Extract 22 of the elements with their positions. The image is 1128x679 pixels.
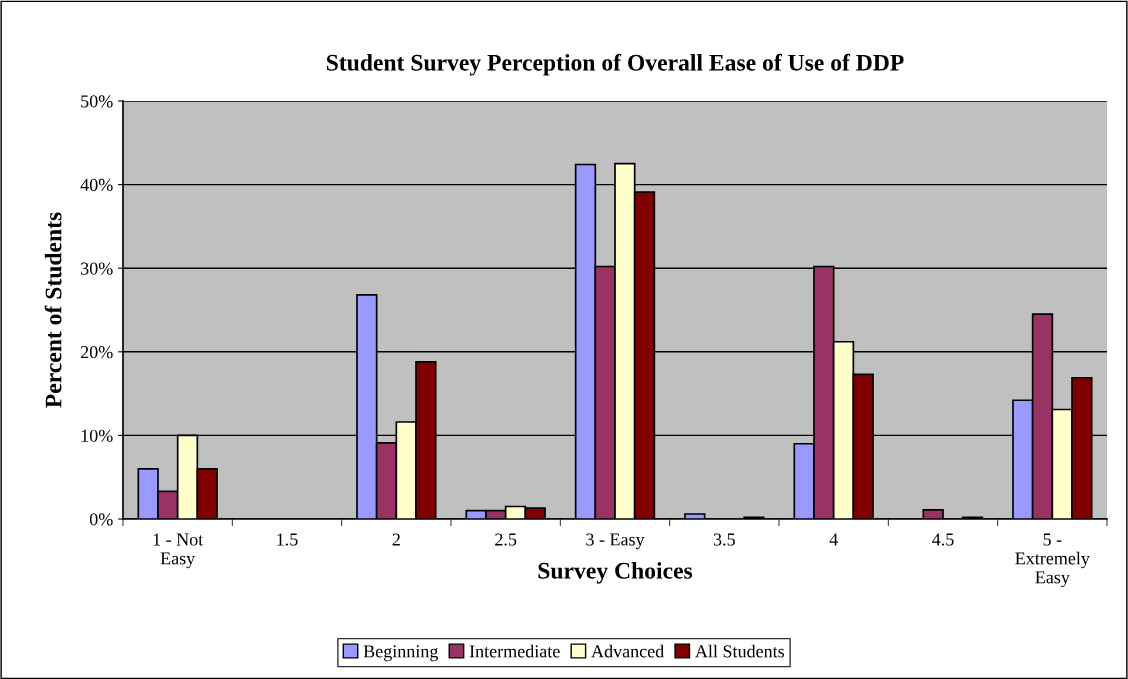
y-tick-label: 30% <box>81 262 113 275</box>
y-tick-label: 10% <box>81 429 113 442</box>
y-axis-title: Percent of Students <box>44 212 62 408</box>
y-tick-label: 40% <box>80 178 113 192</box>
y-tick-label: 0% <box>89 513 113 526</box>
x-tick-label: 5 - Extremely Easy <box>1015 533 1090 588</box>
x-tick-label: 1 - Not Easy <box>153 533 204 569</box>
x-axis-title: Survey Choices <box>538 562 693 584</box>
legend-label: All Students <box>695 644 785 658</box>
x-tick-label: 2 <box>392 533 400 546</box>
x-tick-label: 1.5 <box>277 533 298 546</box>
legend-label: Intermediate <box>469 644 560 658</box>
x-tick-label: 3 - Easy <box>586 533 645 550</box>
x-tick-label: 4 <box>829 533 838 546</box>
x-tick-label: 4.5 <box>932 533 954 546</box>
x-tick-label: 2.5 <box>495 533 517 546</box>
chart-title: Student Survey Perception of Overall Ease of Use of DDP <box>326 53 904 76</box>
y-tick-label: 50% <box>81 95 113 108</box>
x-tick-label: 3.5 <box>713 533 735 546</box>
legend-label: Advanced <box>591 644 664 658</box>
y-tick-label: 20% <box>80 346 113 359</box>
legend-label: Beginning <box>363 645 439 662</box>
